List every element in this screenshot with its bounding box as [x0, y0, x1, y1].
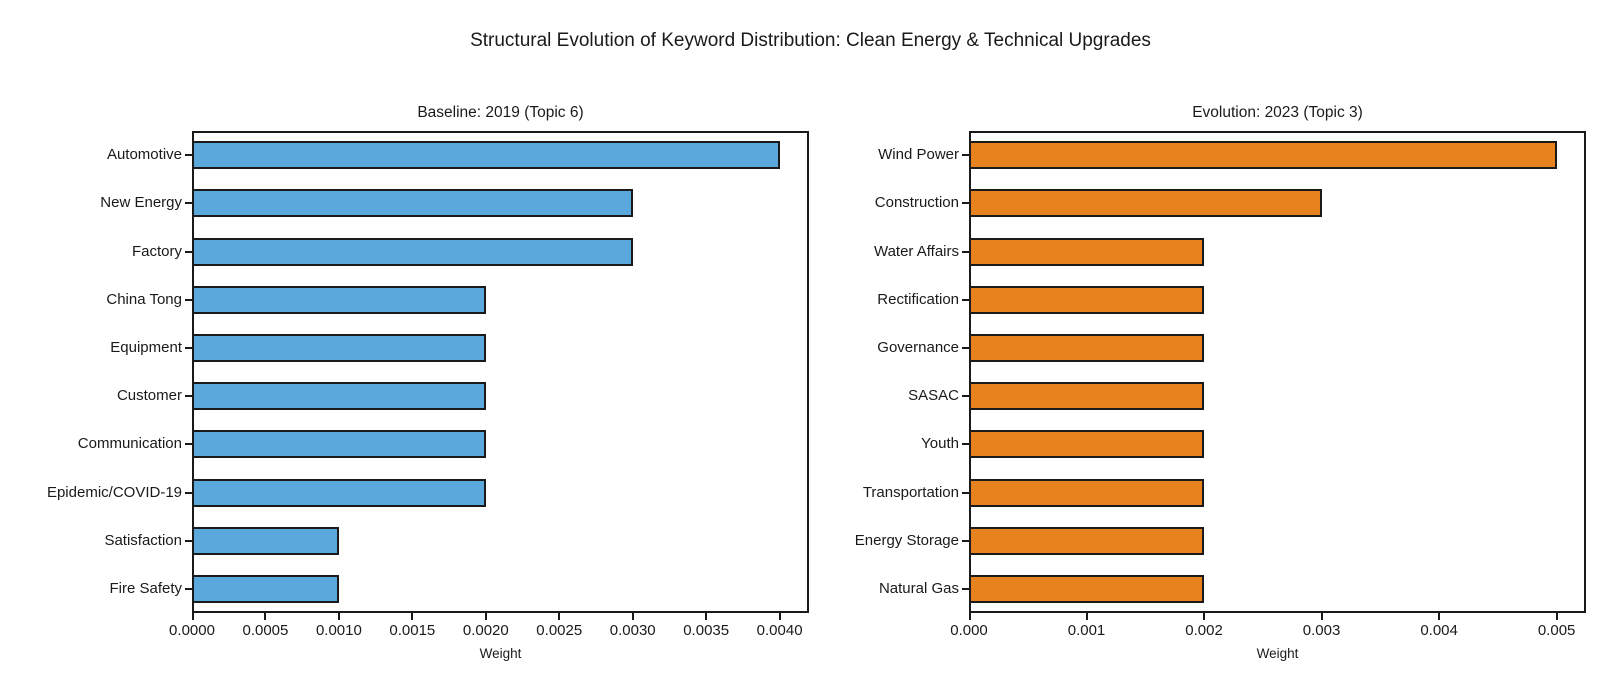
y-tick-mark — [185, 298, 192, 301]
y-tick-label: Construction — [874, 194, 959, 212]
subplot-evolution-2023: Evolution: 2023 (Topic 3) Wind Power Const… — [855, 104, 1586, 661]
bar-satisfaction — [192, 526, 339, 555]
y-tick-label: SASAC — [908, 387, 959, 405]
bar-construction — [969, 189, 1322, 218]
x-tick-mark — [1555, 613, 1558, 620]
bar-fire-safety — [192, 574, 339, 603]
y-tick-mark — [185, 539, 192, 542]
bar-youth — [969, 430, 1205, 459]
y-tick-mark — [962, 298, 969, 301]
y-tick-mark — [962, 443, 969, 446]
x-tick-label: 0.0010 — [315, 622, 362, 639]
y-tick-mark — [185, 587, 192, 590]
x-tick-label: 0.0040 — [756, 622, 803, 639]
axes-title: Evolution: 2023 (Topic 3) — [1192, 104, 1363, 121]
y-tick-label: Transportation — [862, 483, 959, 501]
x-tick-mark — [631, 613, 634, 620]
y-tick-mark — [962, 154, 969, 157]
subplot-baseline-2019: Baseline: 2019 (Topic 6) Automotive New En… — [47, 104, 809, 661]
bar-automotive — [192, 141, 780, 170]
y-tick-label: Energy Storage — [854, 531, 959, 549]
x-tick-label: 0.0020 — [462, 622, 509, 639]
x-tick-label: 0.0035 — [683, 622, 730, 639]
y-tick-mark — [185, 202, 192, 205]
bar-epidemic-covid-19 — [192, 478, 486, 507]
y-tick-label: Automotive — [106, 146, 182, 164]
bar-equipment — [192, 333, 486, 362]
x-tick-label: 0.004 — [1420, 622, 1458, 639]
y-tick-label: Satisfaction — [104, 531, 182, 549]
x-tick-mark — [337, 613, 340, 620]
x-tick-mark — [1203, 613, 1206, 620]
y-tick-mark — [185, 154, 192, 157]
y-tick-label: Equipment — [110, 338, 182, 356]
x-tick-mark — [705, 613, 708, 620]
y-tick-label: Epidemic/COVID-19 — [46, 483, 182, 501]
y-tick-label: China Tong — [106, 290, 182, 308]
y-tick-mark — [185, 346, 192, 349]
x-tick-label: 0.0000 — [169, 622, 215, 639]
y-tick-mark — [962, 395, 969, 398]
y-tick-mark — [962, 250, 969, 253]
bar-transportation — [969, 478, 1205, 507]
y-tick-label: Rectification — [877, 290, 959, 308]
x-tick-label: 0.0030 — [609, 622, 656, 639]
x-tick-label: 0.003 — [1302, 622, 1341, 639]
y-tick-mark — [962, 539, 969, 542]
x-tick-mark — [1320, 613, 1323, 620]
y-tick-mark — [962, 587, 969, 590]
y-tick-label: Fire Safety — [109, 579, 182, 597]
x-tick-label: 0.000 — [950, 622, 988, 639]
y-tick-mark — [962, 491, 969, 494]
bar-governance — [969, 333, 1205, 362]
bar-new-energy — [192, 189, 633, 218]
y-tick-label: Customer — [116, 387, 182, 405]
bar-china-tong — [192, 285, 486, 314]
y-tick-mark — [185, 395, 192, 398]
figure-title: Structural Evolution of Keyword Distribu… — [470, 30, 1151, 51]
y-tick-mark — [185, 443, 192, 446]
x-tick-label: 0.0025 — [536, 622, 583, 639]
x-axis-label: Weight — [1256, 646, 1299, 661]
x-tick-mark — [411, 613, 414, 620]
x-tick-label: 0.0005 — [242, 622, 289, 639]
x-tick-label: 0.001 — [1067, 622, 1106, 639]
y-tick-label: Governance — [877, 338, 959, 356]
bar-factory — [192, 237, 633, 266]
bar-rectification — [969, 285, 1205, 314]
bar-water-affairs — [969, 237, 1205, 266]
x-tick-label: 0.002 — [1185, 622, 1223, 639]
bar-wind-power — [969, 141, 1557, 170]
x-tick-mark — [778, 613, 781, 620]
x-tick-mark — [192, 613, 194, 620]
x-tick-mark — [264, 613, 267, 620]
y-tick-mark — [185, 491, 192, 494]
y-tick-label: Factory — [131, 242, 182, 260]
x-tick-mark — [558, 613, 561, 620]
bar-natural-gas — [969, 574, 1205, 603]
bar-sasac — [969, 382, 1205, 411]
x-tick-mark — [484, 613, 487, 620]
y-tick-label: Water Affairs — [873, 242, 959, 260]
bar-customer — [192, 382, 486, 411]
y-tick-label: Wind Power — [878, 146, 959, 164]
y-tick-label: Communication — [77, 435, 182, 453]
axes-title: Baseline: 2019 (Topic 6) — [417, 104, 584, 121]
bar-energy-storage — [969, 526, 1205, 555]
x-tick-mark — [969, 613, 971, 620]
x-tick-label: 0.005 — [1537, 622, 1576, 639]
x-tick-label: 0.0015 — [389, 622, 436, 639]
y-tick-label: Natural Gas — [878, 579, 959, 597]
y-tick-mark — [962, 346, 969, 349]
x-axis-label: Weight — [479, 646, 522, 661]
bar-communication — [192, 430, 486, 459]
y-tick-mark — [962, 202, 969, 205]
x-tick-mark — [1085, 613, 1088, 620]
y-tick-label: Youth — [921, 435, 959, 453]
y-tick-mark — [185, 250, 192, 253]
y-tick-label: New Energy — [100, 194, 182, 212]
x-tick-mark — [1438, 613, 1441, 620]
